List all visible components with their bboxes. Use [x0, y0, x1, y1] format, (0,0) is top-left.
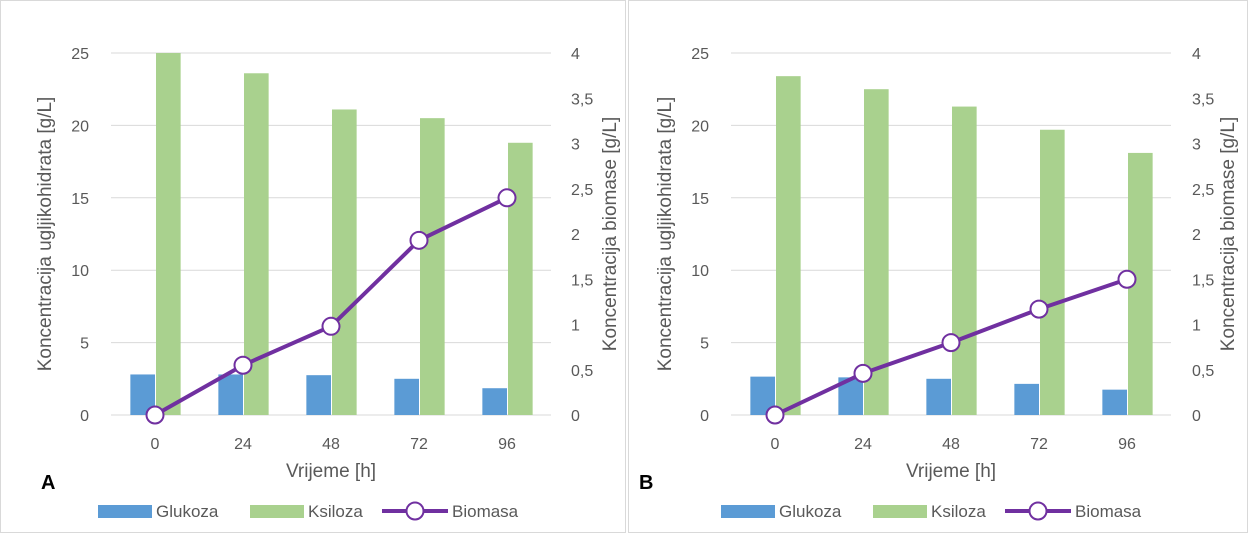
chart-a-y2-tick-label: 1,5: [571, 272, 593, 289]
chart-b-legend-label-glukoza: Glukoza: [779, 502, 842, 521]
chart-a-x-tick-label: 48: [322, 436, 340, 453]
chart-b-bar-ksiloza: [776, 76, 801, 415]
chart-a-legend-swatch-ksiloza: [250, 505, 304, 518]
chart-a-bar-glukoza: [218, 374, 243, 415]
chart-a-x-tick-label: 0: [151, 436, 160, 453]
chart-b-y-axis-title: Koncentracija ugljikohidrata [g/L]: [655, 97, 676, 372]
chart-a-y2-tick-label: 2,5: [571, 182, 593, 199]
chart-b-point-biomasa: [1029, 299, 1049, 319]
chart-b-y2-tick-label: 1,5: [1192, 272, 1214, 289]
chart-b-y-tick-label: 5: [700, 336, 709, 353]
chart-b-x-tick-label: 96: [1118, 436, 1136, 453]
chart-b-y2-tick-label: 2,5: [1192, 182, 1214, 199]
chart-b-bar-glukoza: [1014, 383, 1039, 415]
chart-b-legend-swatch-glukoza: [721, 505, 775, 518]
chart-a-x-tick-label: 96: [498, 436, 516, 453]
chart-a-x-tick-label: 24: [234, 436, 252, 453]
chart-b-x-tick-label: 24: [854, 436, 872, 453]
chart-b-y-tick-label: 0: [700, 408, 709, 425]
chart-a-y2-tick-label: 4: [571, 46, 580, 63]
chart-b-point-biomasa: [1117, 269, 1137, 289]
chart-a-point-biomasa: [233, 355, 253, 375]
chart-b-y2-axis-title: Koncentracija biomase [g/L]: [1218, 117, 1239, 351]
chart-a-legend-swatch-glukoza: [98, 505, 152, 518]
chart-b-y2-tick-label: 2: [1192, 227, 1201, 244]
chart-b-y-tick-label: 25: [691, 46, 709, 63]
chart-a-bar-glukoza: [482, 388, 507, 415]
chart-b-x-axis-title: Vrijeme [h]: [906, 461, 996, 482]
chart-a-y2-tick-label: 2: [571, 227, 580, 244]
chart-a-point-biomasa: [145, 405, 165, 425]
chart-a-legend-label-biomasa: Biomasa: [452, 502, 519, 521]
chart-panel-b: 0 5 10 15 20 25 0 0,5 1 1,5 2 2,5 3 3,5 4 0 24 48 72 96 Konc…: [628, 0, 1248, 533]
chart-a-y2-tick-label: 1: [571, 318, 580, 335]
chart-a-bar-ksiloza: [508, 142, 533, 415]
chart-panel-a: 0 5 10 15 20 25 0 0,5 1 1,5 2 2,5 3 3,5 4 0 24 48 72 96 Konc…: [0, 0, 626, 533]
chart-b-legend-label-ksiloza: Ksiloza: [931, 502, 986, 521]
chart-a-y2-tick-label: 3,5: [571, 91, 593, 108]
chart-a-x-tick-label: 72: [410, 436, 428, 453]
chart-a-y-axis-title: Koncentracija ugljikohidrata [g/L]: [35, 97, 56, 372]
chart-a-legend-marker-biomasa: [405, 501, 425, 521]
chart-a-y2-tick-label: 0,5: [571, 363, 593, 380]
chart-a-point-biomasa: [409, 230, 429, 250]
chart-b-panel-label: B: [639, 472, 653, 494]
chart-b-legend-label-biomasa: Biomasa: [1075, 502, 1142, 521]
chart-b-legend-marker-biomasa: [1028, 501, 1048, 521]
chart-b-bar-glukoza: [926, 378, 951, 415]
chart-b-y2-tick-label: 3: [1192, 137, 1201, 154]
chart-a-y2-tick-label: 0: [571, 408, 580, 425]
chart-a-bar-ksiloza: [156, 53, 181, 415]
chart-b-bar-ksiloza: [1040, 129, 1065, 415]
chart-b-y-tick-label: 20: [691, 118, 709, 135]
chart-b-x-tick-label: 0: [771, 436, 780, 453]
chart-a-legend-label-ksiloza: Ksiloza: [308, 502, 363, 521]
chart-a-y-tick-label: 0: [80, 408, 89, 425]
chart-b-bar-glukoza: [1102, 389, 1127, 415]
chart-b-legend-swatch-ksiloza: [873, 505, 927, 518]
chart-b-y2-tick-label: 4: [1192, 46, 1201, 63]
chart-a-bar-glukoza: [306, 375, 331, 415]
chart-a-y-tick-label: 20: [71, 118, 89, 135]
chart-a-bar-ksiloza: [332, 109, 357, 416]
chart-a-point-biomasa: [321, 316, 341, 336]
chart-a-point-biomasa: [497, 188, 517, 208]
chart-b-y2-tick-label: 3,5: [1192, 91, 1214, 108]
chart-a-legend-label-glukoza: Glukoza: [156, 502, 219, 521]
chart-b-y2-tick-label: 1: [1192, 318, 1201, 335]
chart-b-y-tick-label: 15: [691, 191, 709, 208]
chart-a-y-tick-label: 25: [71, 46, 89, 63]
chart-a-x-axis-title: Vrijeme [h]: [286, 461, 376, 482]
chart-a-bar-ksiloza: [420, 118, 445, 415]
chart-b-point-biomasa: [765, 405, 785, 425]
chart-a-y-tick-label: 5: [80, 336, 89, 353]
chart-a-bar-glukoza: [394, 378, 419, 415]
chart-b-y-tick-label: 10: [691, 263, 709, 280]
chart-a-y-tick-label: 10: [71, 263, 89, 280]
chart-b-svg: 0 5 10 15 20 25 0 0,5 1 1,5 2 2,5 3 3,5 4 0 24 48 72 96 Konc…: [639, 46, 1239, 521]
chart-a-y-tick-label: 15: [71, 191, 89, 208]
chart-b-point-biomasa: [941, 333, 961, 353]
chart-b-x-tick-label: 72: [1030, 436, 1048, 453]
chart-a-y2-axis-title: Koncentracija biomase [g/L]: [600, 117, 621, 351]
chart-b-y2-tick-label: 0: [1192, 408, 1201, 425]
chart-b-bar-ksiloza: [864, 89, 889, 415]
chart-a-svg: 0 5 10 15 20 25 0 0,5 1 1,5 2 2,5 3 3,5 4 0 24 48 72 96 Konc…: [35, 46, 621, 521]
chart-b-bar-ksiloza: [952, 106, 977, 416]
chart-a-y2-tick-label: 3: [571, 137, 580, 154]
chart-b-x-tick-label: 48: [942, 436, 960, 453]
chart-a-panel-label: A: [41, 472, 55, 494]
chart-b-y2-tick-label: 0,5: [1192, 363, 1214, 380]
chart-b-point-biomasa: [853, 363, 873, 383]
